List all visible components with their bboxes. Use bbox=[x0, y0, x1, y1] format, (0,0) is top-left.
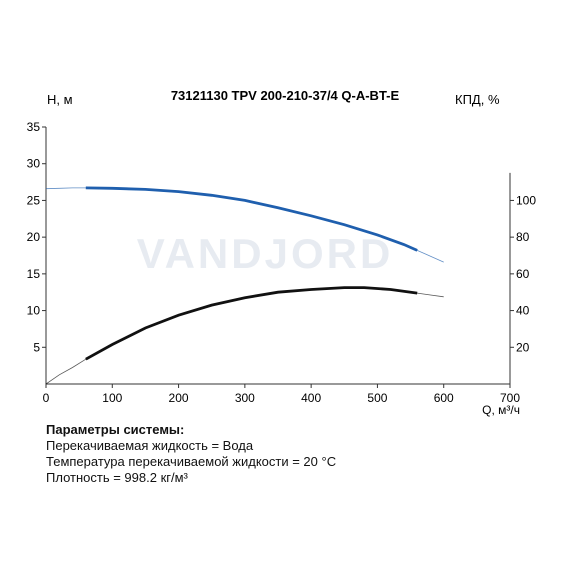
param-density: Плотность = 998.2 кг/м³ bbox=[46, 470, 188, 485]
efficiency-curve-extended bbox=[45, 287, 444, 385]
y-left-tick-label: 5 bbox=[33, 340, 40, 354]
head-curve bbox=[85, 186, 418, 252]
y-left-tick-label: 15 bbox=[27, 267, 41, 281]
x-tick-label: 700 bbox=[500, 391, 520, 405]
plot-area: 0 100 200 300 400 500 600 700 5 10 15 20 25 30 35 20 40 6… bbox=[27, 120, 537, 405]
y-left-tick-label: 25 bbox=[27, 193, 41, 207]
y-left-tick-label: 20 bbox=[27, 230, 41, 244]
x-axis-label: Q, м³/ч bbox=[482, 403, 520, 417]
y-right-label: КПД, % bbox=[455, 92, 500, 107]
y-right-tick-label: 20 bbox=[516, 340, 530, 354]
y-right-tick-label: 60 bbox=[516, 267, 530, 281]
x-tick-label: 300 bbox=[235, 391, 255, 405]
y-left-label: Н, м bbox=[47, 92, 73, 107]
watermark-logo: VANDJORD bbox=[137, 230, 394, 277]
y-right-tick-label: 40 bbox=[516, 304, 530, 318]
y-left-tick-label: 30 bbox=[27, 157, 41, 171]
efficiency-curve bbox=[85, 286, 418, 361]
x-tick-label: 100 bbox=[102, 391, 122, 405]
x-tick-label: 500 bbox=[367, 391, 387, 405]
x-tick-label: 200 bbox=[169, 391, 189, 405]
x-tick-label: 600 bbox=[434, 391, 454, 405]
param-liquid: Перекачиваемая жидкость = Вода bbox=[46, 438, 254, 453]
pump-curve-chart: 73121130 TPV 200-210-37/4 Q-A-BT-E Н, м … bbox=[27, 88, 537, 417]
y-right-tick-label: 80 bbox=[516, 230, 530, 244]
x-tick-label: 400 bbox=[301, 391, 321, 405]
x-tick-label: 0 bbox=[43, 391, 50, 405]
y-right-tick-label: 100 bbox=[516, 193, 536, 207]
chart-title: 73121130 TPV 200-210-37/4 Q-A-BT-E bbox=[171, 88, 400, 103]
system-parameters: Параметры системы: Перекачиваемая жидкос… bbox=[46, 422, 336, 486]
param-temperature: Температура перекачиваемой жидкости = 20… bbox=[46, 454, 337, 469]
params-heading: Параметры системы: bbox=[46, 422, 185, 437]
y-left-tick-label: 10 bbox=[27, 304, 41, 318]
y-left-tick-label: 35 bbox=[27, 120, 41, 134]
